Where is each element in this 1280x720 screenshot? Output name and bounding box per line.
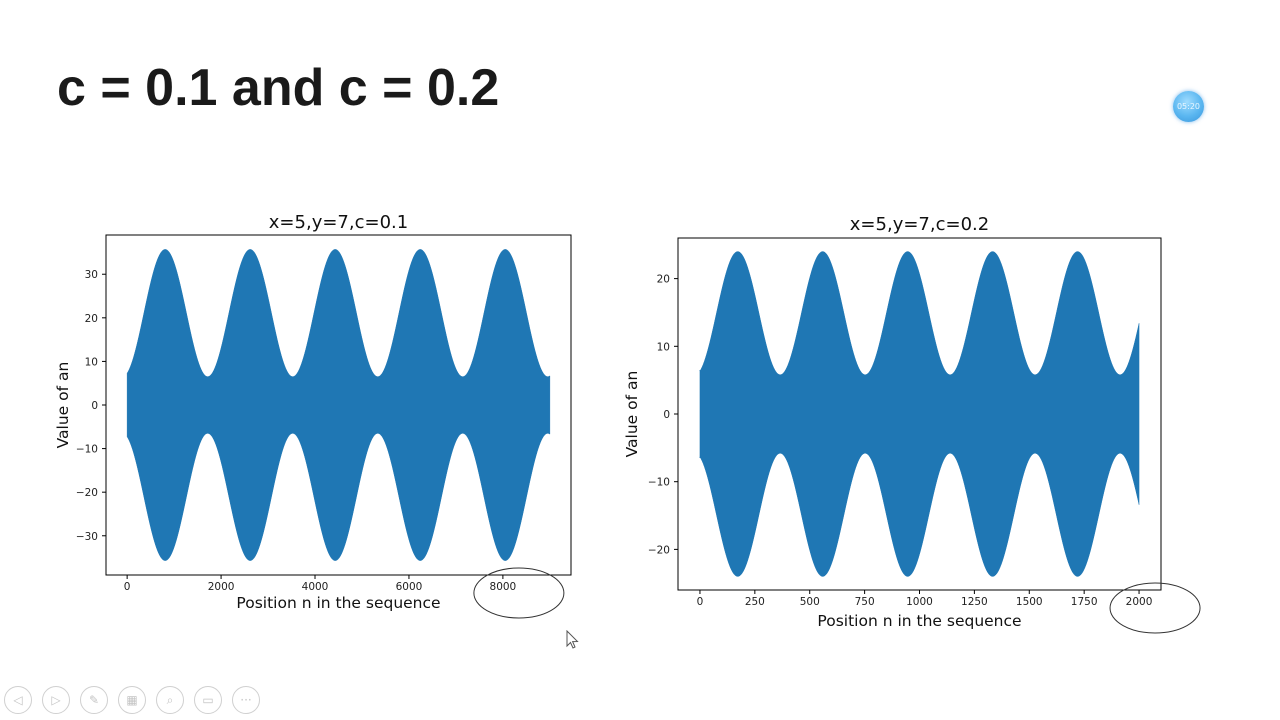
- x-tick-label: 0: [124, 581, 131, 593]
- chart-title: x=5,y=7,c=0.1: [269, 212, 408, 233]
- more-options-icon[interactable]: ···: [232, 686, 260, 714]
- y-tick-label: 30: [85, 269, 98, 281]
- series-band: [699, 251, 1140, 577]
- x-axis-label: Position n in the sequence: [817, 612, 1021, 630]
- mouse-cursor-icon: [566, 630, 579, 649]
- x-tick-label: 2000: [1126, 596, 1153, 608]
- y-axis-label: Value of an: [623, 371, 641, 458]
- highlight-ellipse: [473, 567, 565, 619]
- y-tick-label: 10: [657, 341, 670, 353]
- x-axis-label: Position n in the sequence: [236, 594, 440, 612]
- x-tick-label: 8000: [490, 581, 517, 593]
- y-tick-label: 20: [85, 313, 98, 325]
- y-axis-label: Value of an: [54, 362, 72, 449]
- x-tick-label: 1500: [1016, 596, 1043, 608]
- x-tick-label: 6000: [396, 581, 423, 593]
- x-tick-label: 1000: [906, 596, 933, 608]
- y-tick-label: 10: [85, 356, 98, 368]
- x-tick-label: 0: [697, 596, 704, 608]
- next-icon[interactable]: ▷: [42, 686, 70, 714]
- pen-icon[interactable]: ✎: [80, 686, 108, 714]
- zoom-icon[interactable]: ⌕: [156, 686, 184, 714]
- timer-badge: 05:20: [1173, 91, 1204, 122]
- y-tick-label: −10: [648, 477, 670, 489]
- x-tick-label: 4000: [302, 581, 329, 593]
- subtitles-icon[interactable]: ▭: [194, 686, 222, 714]
- chart-c-0-1: 0 2000 4000 6000 8000 −30 −20 −10 0 10 20 30 x=5,y=7…: [54, 212, 572, 619]
- y-tick-label: −20: [76, 487, 98, 499]
- x-tick-label: 750: [855, 596, 875, 608]
- x-tick-label: 1250: [961, 596, 988, 608]
- slide-title: c = 0.1 and c = 0.2: [57, 59, 500, 117]
- x-tick-label: 250: [745, 596, 765, 608]
- chart-title: x=5,y=7,c=0.2: [850, 214, 989, 235]
- y-tick-label: −20: [648, 544, 670, 556]
- highlight-ellipse: [1109, 582, 1201, 634]
- series-band: [126, 249, 551, 561]
- y-tick-label: 0: [91, 400, 98, 412]
- prev-icon[interactable]: ◁: [4, 686, 32, 714]
- y-tick-label: −10: [76, 444, 98, 456]
- y-tick-label: 0: [663, 409, 670, 421]
- y-tick-label: 20: [657, 274, 670, 286]
- x-tick-label: 1750: [1071, 596, 1098, 608]
- x-tick-label: 2000: [208, 581, 235, 593]
- x-tick-label: 500: [800, 596, 820, 608]
- slides-grid-icon[interactable]: ▦: [118, 686, 146, 714]
- chart-c-0-2: 0 250 500 750 1000 1250 1500 1750 2000 −20 −10 0 10 2…: [623, 214, 1201, 634]
- y-tick-label: −30: [76, 531, 98, 543]
